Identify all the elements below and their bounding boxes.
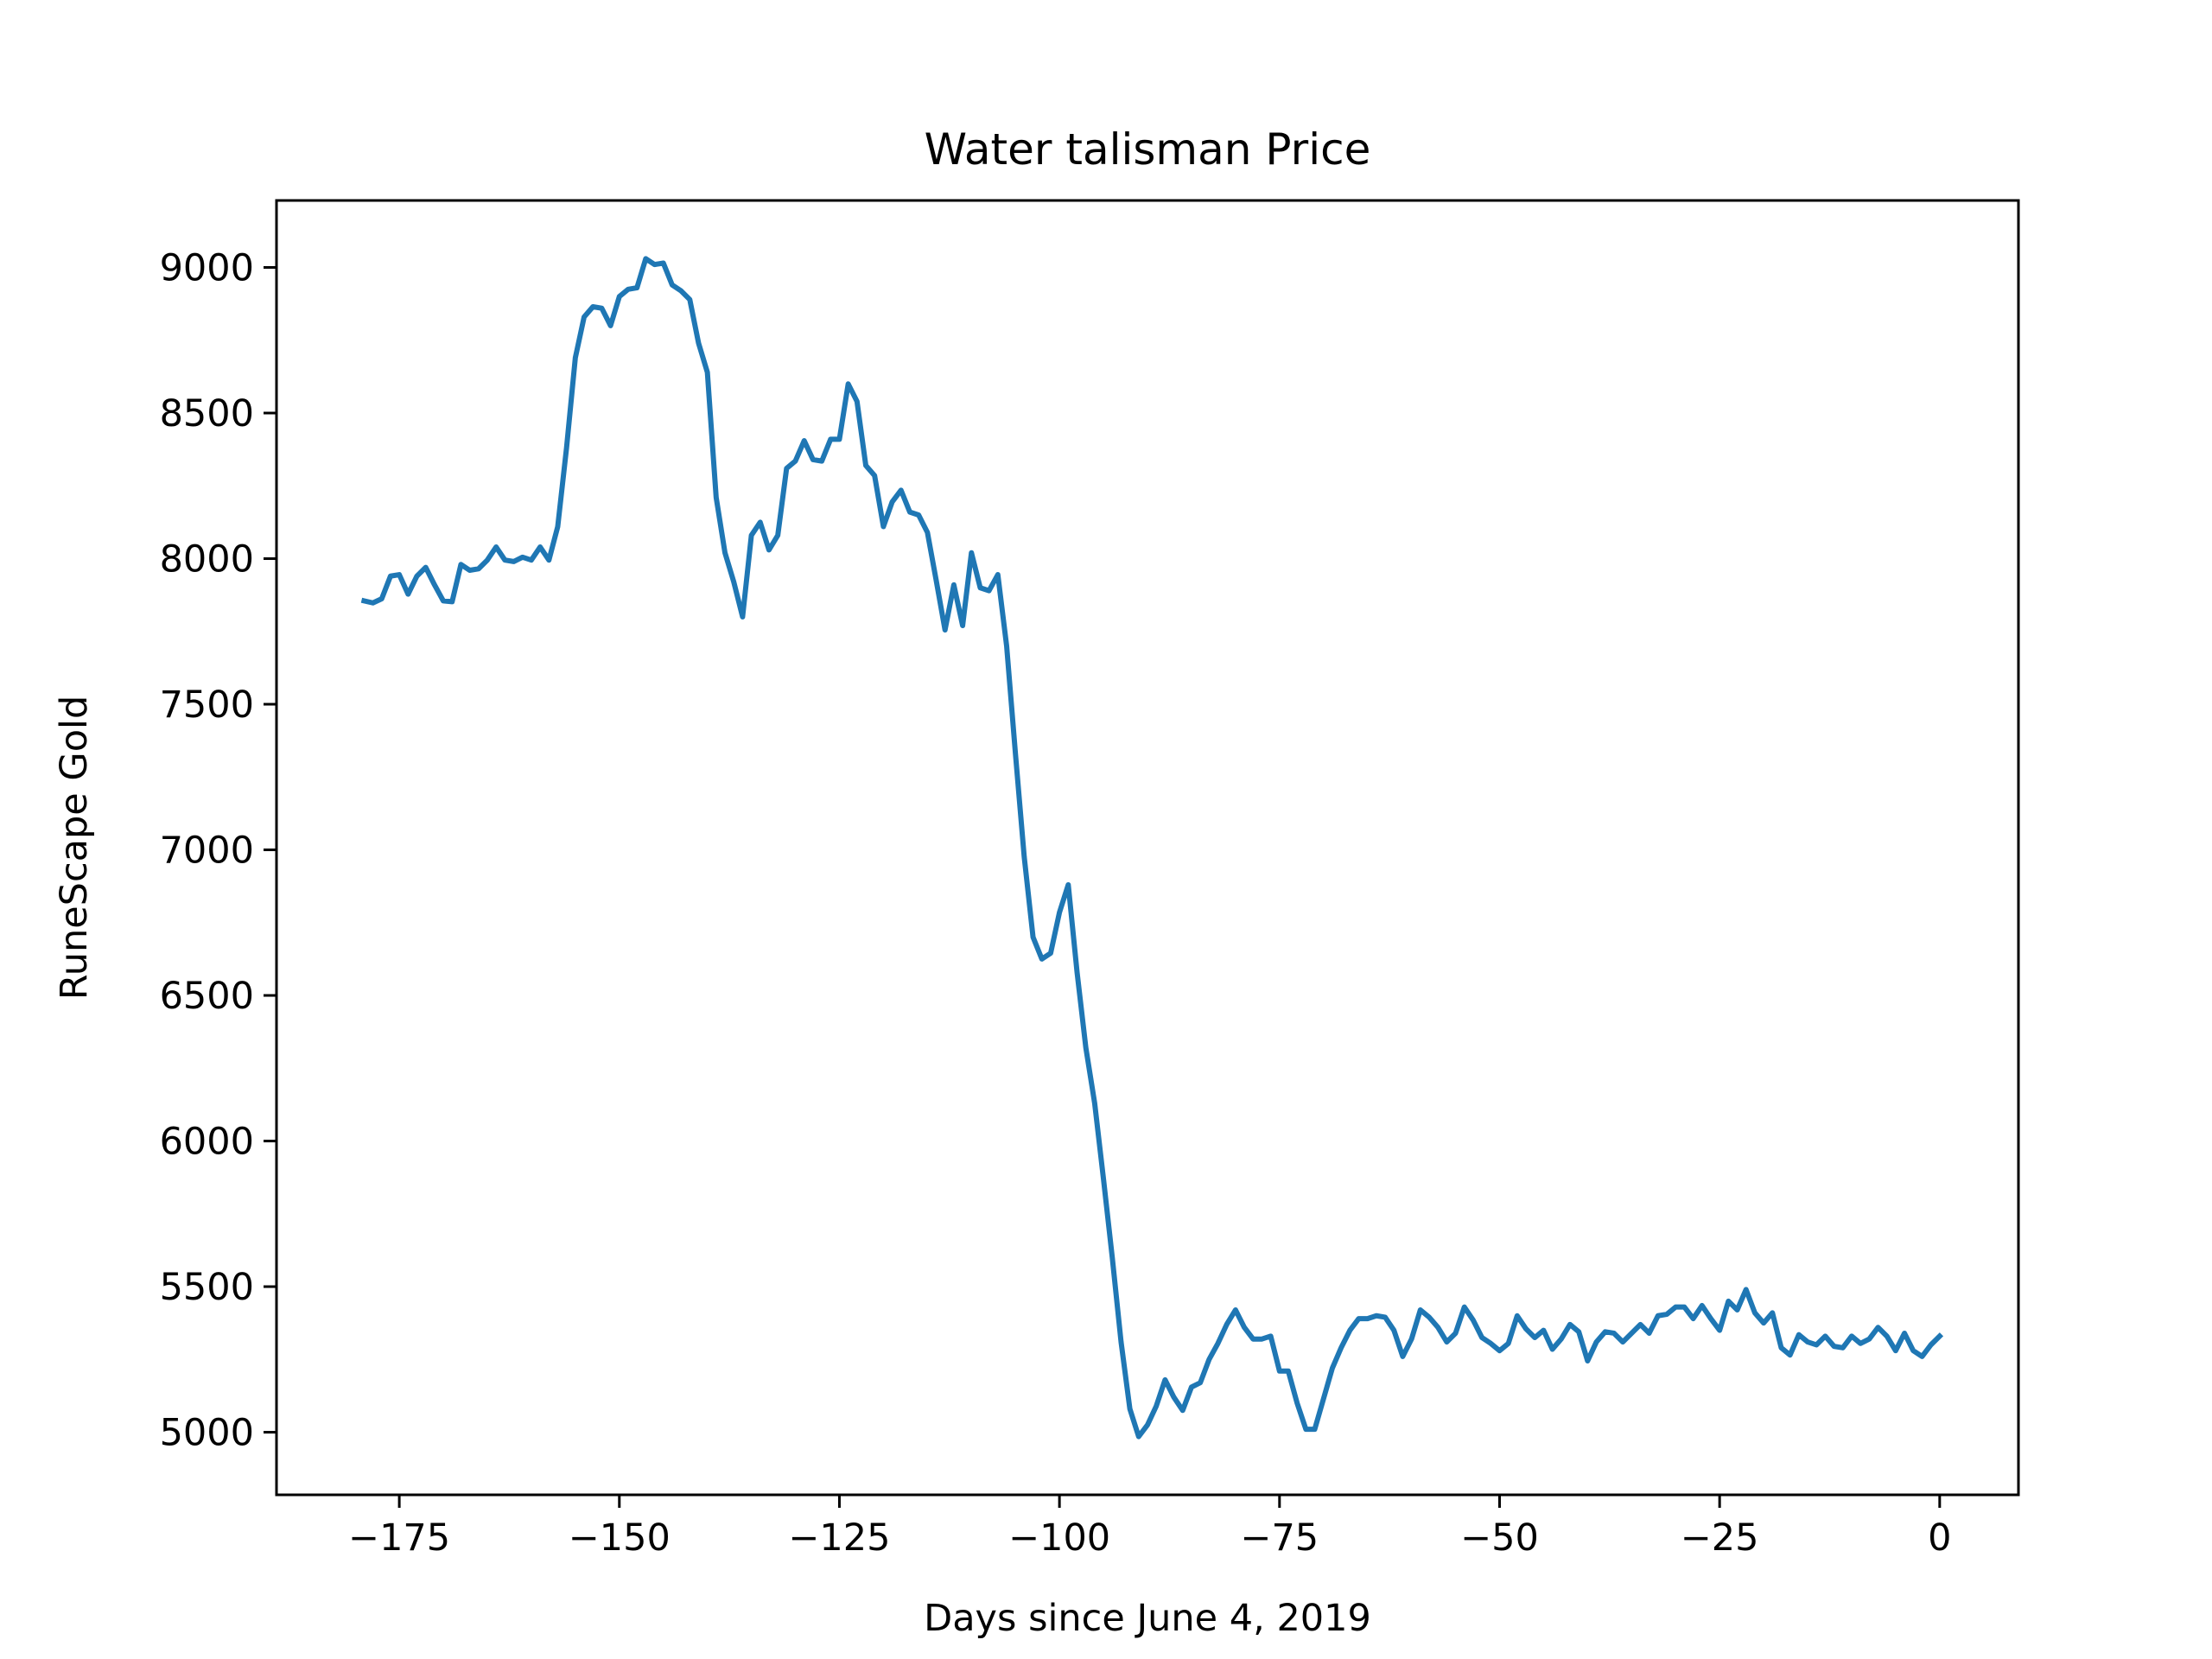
x-tick-label: −150 [569,1516,671,1560]
x-tick-label: −175 [348,1516,450,1560]
price-series-line [360,256,1944,1440]
y-tick-label: 8500 [160,392,254,435]
x-tick-label: −50 [1460,1516,1539,1560]
x-tick-label: −125 [788,1516,890,1560]
y-tick-label: 9000 [160,247,254,290]
x-tick-label: 0 [1928,1516,1951,1560]
y-tick-label: 5000 [160,1412,254,1455]
chart-title: Water talisman Price [925,124,1371,175]
y-tick-label: 7000 [160,830,254,873]
x-tick-label: −25 [1681,1516,1759,1560]
y-tick-label: 8000 [160,538,254,582]
y-tick-label: 6000 [160,1121,254,1164]
y-tick-label: 5500 [160,1266,254,1309]
plot-area [360,256,1944,1440]
x-tick-label: −100 [1008,1516,1110,1560]
y-axis-label: RuneScape Gold [53,696,96,1000]
x-tick-label: −75 [1240,1516,1319,1560]
x-axis-label: Days since June 4, 2019 [924,1597,1371,1640]
y-axis: 5000 5500 6000 6500 7000 7500 8000 8500 9000 [160,247,276,1455]
y-tick-label: 7500 [160,683,254,727]
axes-frame [275,199,2020,1497]
x-axis: −175 −150 −125 −100 −75 −50 −25 0 [348,1495,1952,1560]
y-tick-label: 6500 [160,975,254,1018]
